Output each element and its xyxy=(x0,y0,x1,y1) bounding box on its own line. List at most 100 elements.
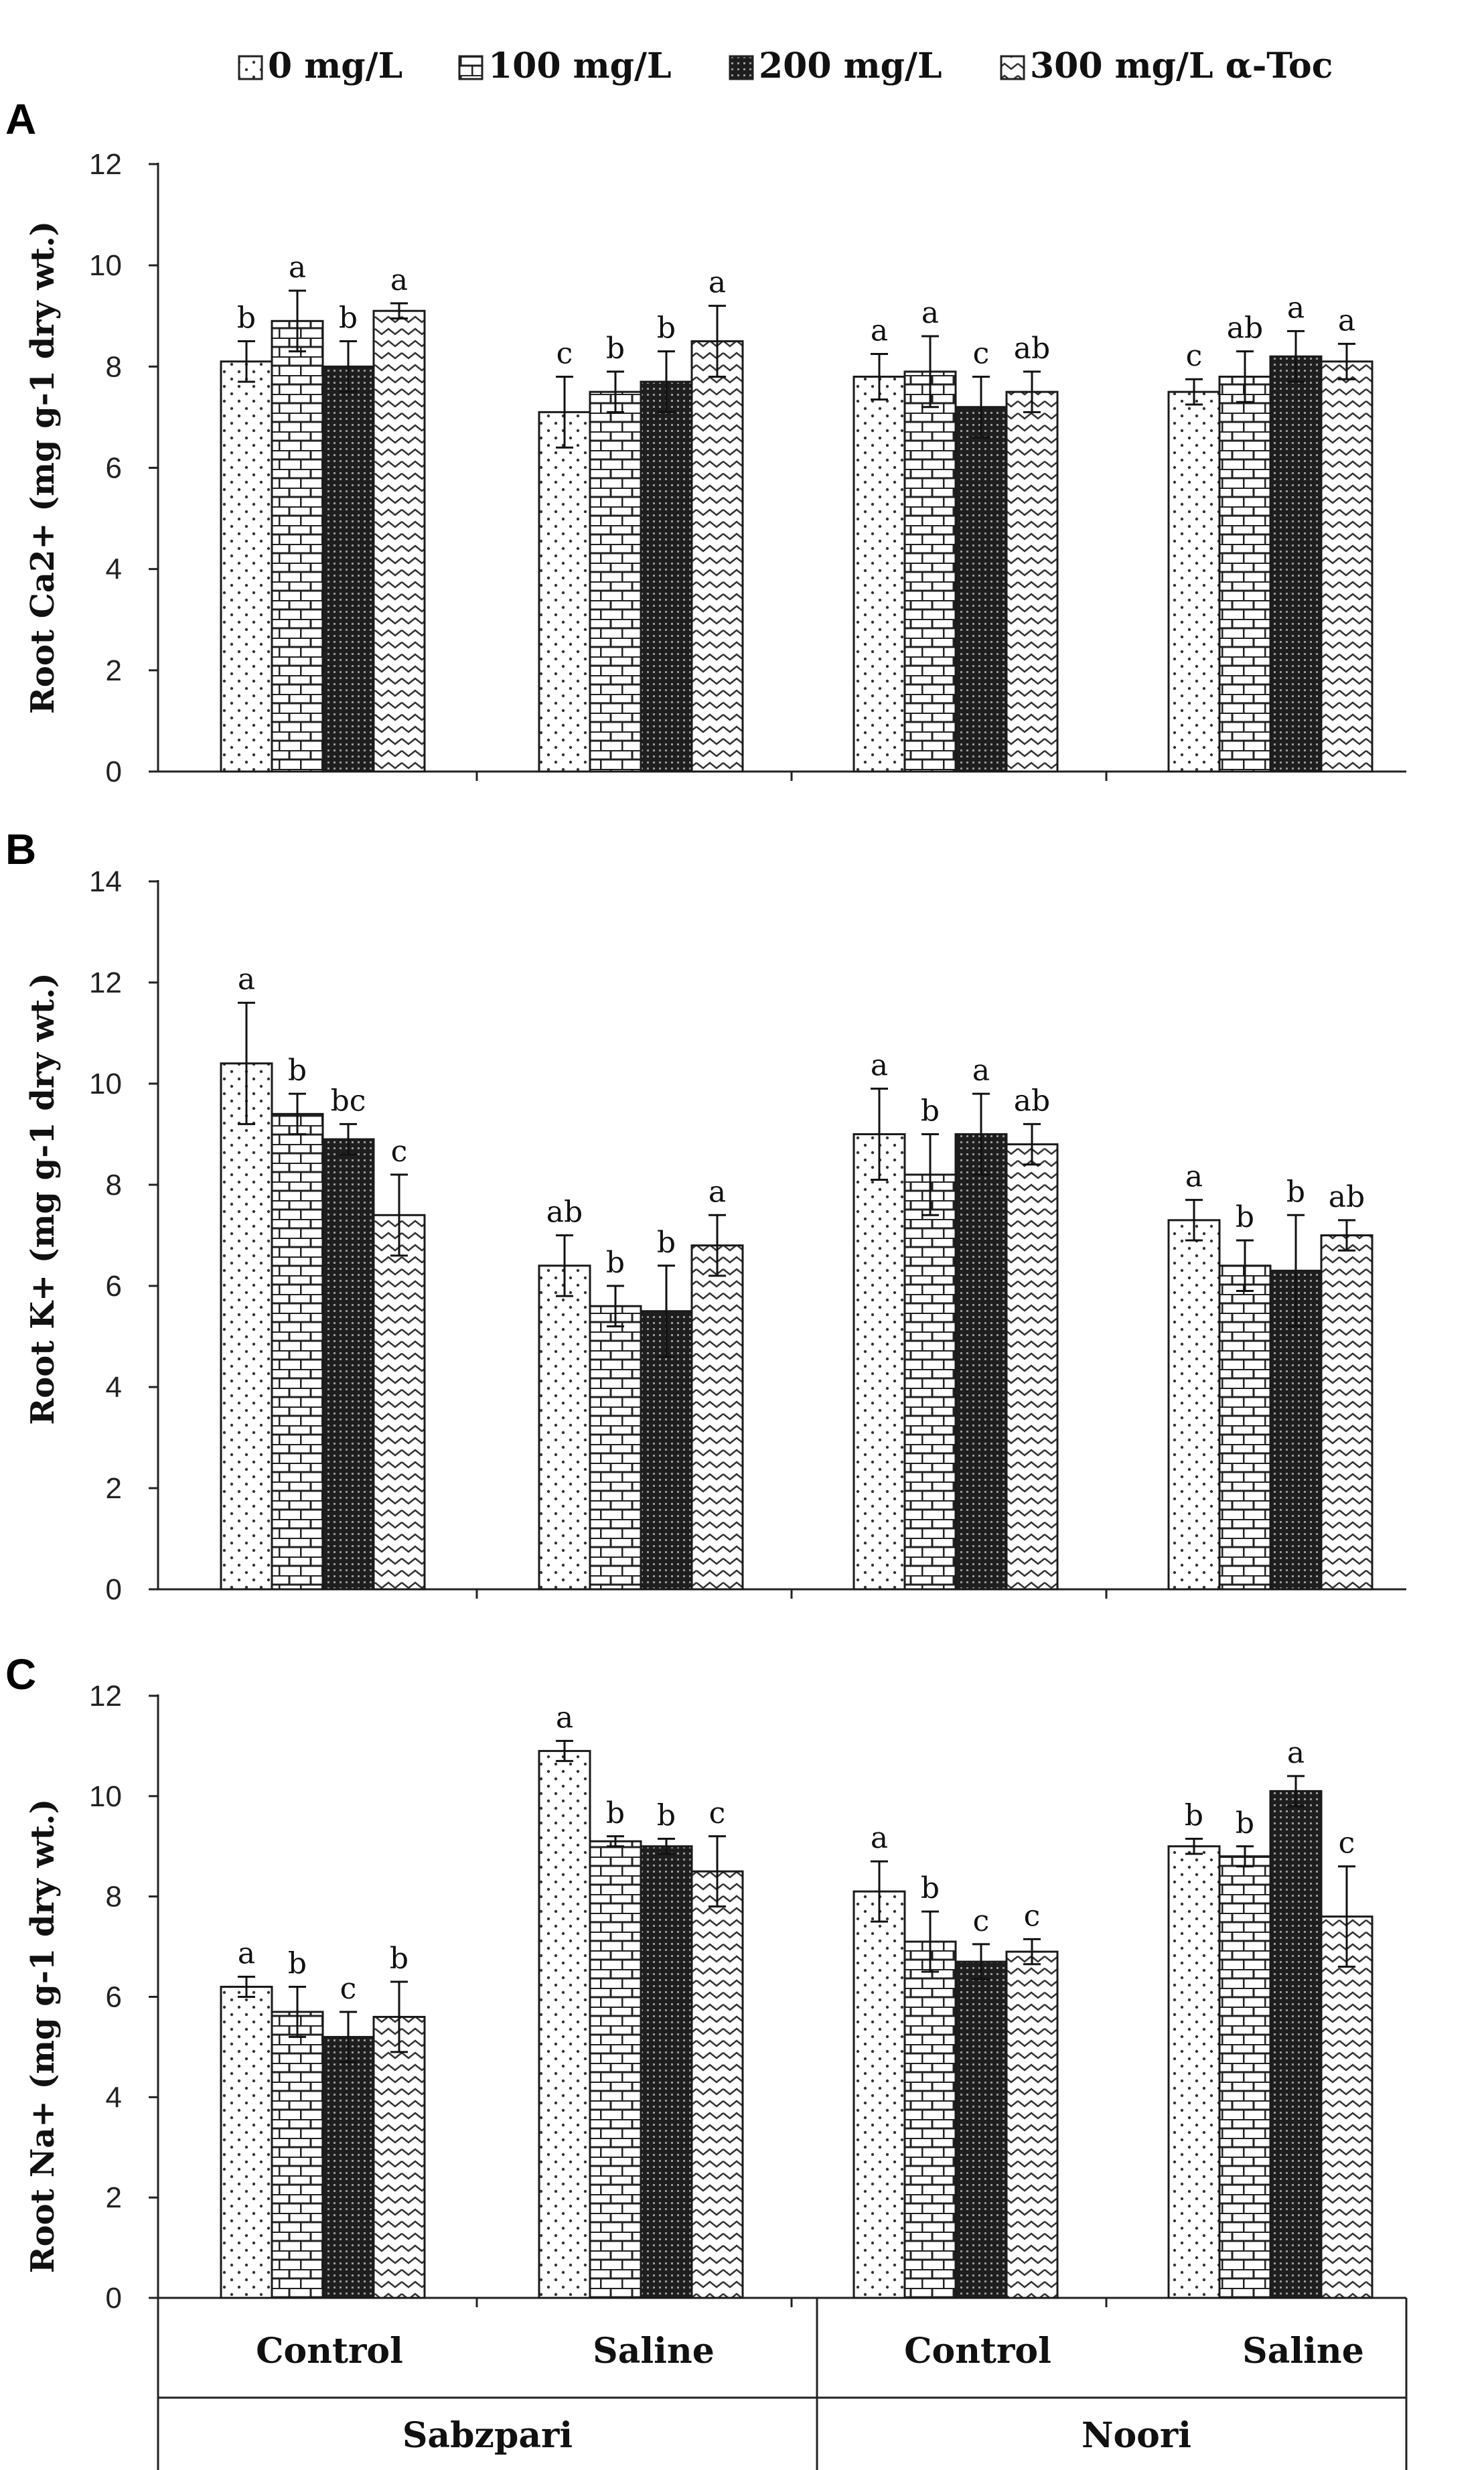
bar-wave xyxy=(372,2015,426,2299)
bar-dense xyxy=(321,365,375,773)
bar-brick xyxy=(589,1305,642,1591)
significance-letter: b xyxy=(606,332,625,366)
significance-letter: b xyxy=(237,301,256,336)
legend-item-2: 200 mg/L xyxy=(729,46,942,86)
significance-letter: a xyxy=(972,1054,990,1088)
x-axis-table: Control Saline Control Saline Sabzpari N… xyxy=(157,2298,1408,2470)
bar-wave xyxy=(690,1870,744,2299)
significance-letter: a xyxy=(871,313,888,348)
significance-letter: b xyxy=(921,1094,940,1129)
y-tick-label: 2 xyxy=(106,654,122,687)
legend: 0 mg/L 100 mg/L 200 mg/L 300 mg/L α-Toc xyxy=(238,46,1333,86)
bar-wave xyxy=(690,340,744,773)
y-tick-label: 12 xyxy=(89,148,122,181)
y-tick-label: 12 xyxy=(89,1680,122,1713)
y-tick-label: 10 xyxy=(89,1780,122,1813)
y-tick-label: 10 xyxy=(89,249,122,282)
bar-wave xyxy=(372,1214,426,1591)
y-tick-label: 4 xyxy=(106,2081,122,2114)
cultivar-label: Noori xyxy=(1082,2415,1191,2456)
y-axis-label: Root Na+ (mg g-1 dry wt.) xyxy=(24,1799,62,2273)
y-tick-label: 0 xyxy=(106,755,122,788)
panel-letter: C xyxy=(5,1650,36,1698)
bar-dense xyxy=(321,1138,375,1591)
bar-dots xyxy=(852,375,906,773)
bar-dense xyxy=(1269,1790,1323,2299)
significance-letter: a xyxy=(556,1700,573,1735)
significance-letter: a xyxy=(921,296,939,330)
significance-letter: b xyxy=(657,311,676,346)
legend-swatch-brick xyxy=(458,55,484,80)
significance-letter: ab xyxy=(546,1195,583,1230)
significance-letter: b xyxy=(1236,1200,1254,1234)
legend-label: 0 mg/L xyxy=(268,46,402,86)
bar-dense xyxy=(640,380,693,773)
y-tick-label: 6 xyxy=(106,1981,122,2014)
significance-letter: c xyxy=(340,1972,357,2006)
panel-a: A Root Ca2+ (mg g-1 dry wt.) 024681012bc… xyxy=(5,95,1406,788)
legend-label: 300 mg/L α-Toc xyxy=(1030,46,1333,86)
bar-dense xyxy=(321,2035,375,2299)
legend-item-3: 300 mg/L α-Toc xyxy=(1000,46,1333,86)
y-tick-label: 8 xyxy=(106,1881,122,1913)
significance-letter: c xyxy=(709,1796,726,1830)
cultivar-label: Sabzpari xyxy=(402,2415,573,2456)
bar-dots xyxy=(220,1062,273,1591)
significance-letter: a xyxy=(390,263,408,297)
bar-wave xyxy=(1320,1915,1374,2299)
significance-letter: a xyxy=(238,962,255,997)
bar-dense xyxy=(954,1133,1008,1591)
significance-letter: c xyxy=(973,336,990,370)
bar-dots xyxy=(1167,1219,1221,1591)
panel-b: B Root K+ (mg g-1 dry wt.) 02468101214aa… xyxy=(5,825,1406,1606)
significance-letter: b xyxy=(1236,1806,1254,1840)
bar-brick xyxy=(589,390,642,773)
bar-wave xyxy=(1320,1234,1374,1591)
y-tick-label: 4 xyxy=(106,553,122,586)
bar-wave xyxy=(1005,1950,1059,2299)
bar-brick xyxy=(1218,1264,1272,1591)
y-tick-label: 10 xyxy=(89,1068,122,1100)
y-tick-label: 12 xyxy=(89,966,122,999)
significance-letter: b xyxy=(288,1054,307,1088)
bar-dense xyxy=(954,406,1008,773)
legend-label: 200 mg/L xyxy=(759,46,942,86)
significance-letter: c xyxy=(973,1904,990,1938)
legend-label: 100 mg/L xyxy=(488,46,672,86)
legend-swatch-dense xyxy=(729,55,754,80)
y-tick-label: 14 xyxy=(89,865,122,898)
significance-letter: c xyxy=(556,336,573,370)
bar-wave xyxy=(1005,390,1059,773)
significance-letter: b xyxy=(1185,1799,1203,1833)
bar-wave xyxy=(1320,360,1374,773)
bar-wave xyxy=(372,309,426,773)
significance-letter: bc xyxy=(331,1084,366,1118)
y-tick-label: 0 xyxy=(106,1573,122,1606)
significance-letter: c xyxy=(1024,1899,1041,1933)
significance-letter: c xyxy=(391,1135,408,1169)
significance-letter: b xyxy=(606,1796,625,1830)
significance-letter: b xyxy=(921,1871,940,1905)
bar-brick xyxy=(903,1940,957,2299)
bar-dots xyxy=(538,1749,591,2299)
significance-letter: b xyxy=(1286,1175,1305,1209)
bar-dots xyxy=(852,1890,906,2299)
significance-letter: b xyxy=(288,1947,307,1981)
significance-letter: a xyxy=(1287,1736,1305,1770)
bar-dots xyxy=(538,1264,591,1591)
group-label: Control xyxy=(904,2331,1051,2372)
bar-wave xyxy=(1005,1143,1059,1591)
legend-swatch-wave xyxy=(1000,55,1025,80)
bar-dots xyxy=(1167,1845,1221,2299)
y-tick-label: 8 xyxy=(106,350,122,383)
y-axis-label: Root K+ (mg g-1 dry wt.) xyxy=(24,972,62,1425)
legend-swatch-dots xyxy=(238,55,263,80)
bar-dense xyxy=(640,1845,693,2299)
significance-letter: a xyxy=(871,1049,888,1083)
bar-dots xyxy=(852,1133,906,1591)
significance-letter: ab xyxy=(1014,1084,1050,1118)
panel-c: C Root Na+ (mg g-1 dry wt.) 0 2 4 6 8 10 12 a a a… xyxy=(5,1650,1406,2315)
bar-dots xyxy=(220,360,273,773)
bar-brick xyxy=(903,1173,957,1591)
